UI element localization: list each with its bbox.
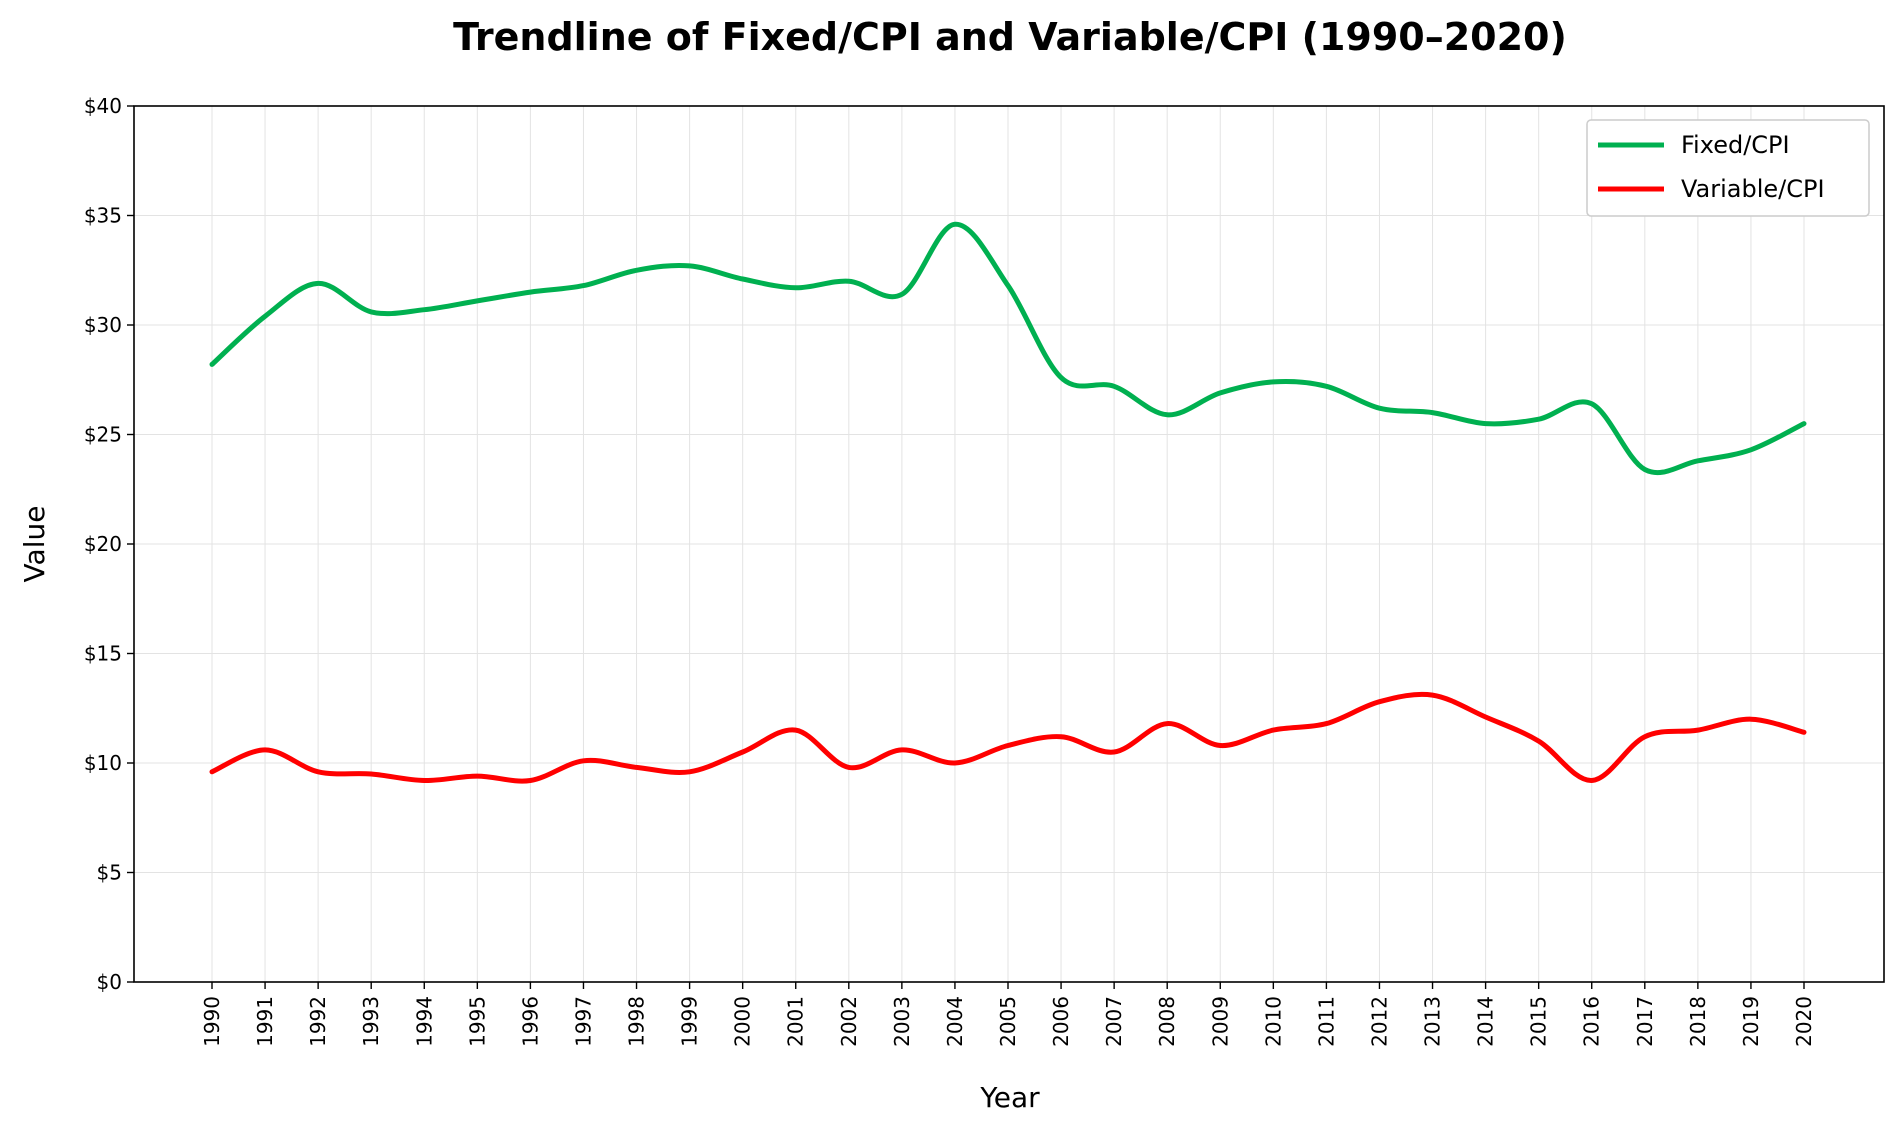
x-tick-label: 2009: [1208, 996, 1232, 1047]
x-tick-label: 2018: [1686, 996, 1710, 1047]
x-tick-label: 2010: [1261, 996, 1285, 1047]
y-tick-label: $0: [97, 970, 122, 994]
x-tick-label: 2006: [1049, 996, 1073, 1047]
x-tick-label: 2013: [1421, 996, 1445, 1047]
legend: Fixed/CPI Variable/CPI: [1586, 119, 1870, 217]
legend-label-variable-cpi: Variable/CPI: [1681, 175, 1825, 203]
series-line-variable-cpi: [209, 691, 1807, 784]
x-tick-label: 2014: [1474, 996, 1498, 1047]
x-tick-label: 2015: [1527, 996, 1551, 1047]
y-tick-label: $25: [84, 423, 122, 447]
chart-title: Trendline of Fixed/CPI and Variable/CPI …: [453, 15, 1567, 59]
x-tick-label: 2004: [943, 996, 967, 1047]
x-tick-label: 1994: [412, 996, 436, 1047]
series-line-fixed-cpi: [209, 221, 1807, 476]
y-tick-label: $5: [97, 861, 122, 885]
x-tick-label: 2007: [1102, 996, 1126, 1047]
y-tick-label: $15: [84, 642, 122, 666]
y-tick-label: $40: [84, 94, 122, 118]
x-tick-label: 1991: [253, 996, 277, 1047]
x-tick-label: 2003: [890, 996, 914, 1047]
y-tick-label: $30: [84, 313, 122, 337]
series-layer: [209, 221, 1807, 784]
x-tick-label: 1998: [625, 996, 649, 1047]
x-tick-label: 1997: [571, 996, 595, 1047]
legend-label-fixed-cpi: Fixed/CPI: [1681, 131, 1790, 159]
x-tick-label: 1992: [306, 996, 330, 1047]
x-tick-label: 2001: [784, 996, 808, 1047]
x-tick-label: 1995: [465, 996, 489, 1047]
y-tick-label: $35: [84, 204, 122, 228]
x-axis-label: Year: [979, 1081, 1040, 1114]
y-axis-label: Value: [18, 506, 51, 583]
x-tick-label: 2000: [731, 996, 755, 1047]
x-tick-label: 1999: [678, 996, 702, 1047]
x-tick-label: 2017: [1633, 996, 1657, 1047]
x-tick-label: 2016: [1580, 996, 1604, 1047]
x-tick-label: 2008: [1155, 996, 1179, 1047]
x-axis: 1990 1991 1992 1993 1994 1995 1996 1997 1998 1999…: [200, 982, 1816, 1047]
x-tick-label: 2011: [1314, 996, 1338, 1047]
x-tick-label: 1990: [200, 996, 224, 1047]
x-tick-label: 2005: [996, 996, 1020, 1047]
x-tick-label: 1996: [518, 996, 542, 1047]
x-tick-label: 2002: [837, 996, 861, 1047]
grid-lines: [134, 105, 1884, 983]
y-axis: $0 $5 $10 $15 $20 $25 $30 $35 $40: [84, 94, 134, 994]
x-tick-label: 2019: [1739, 996, 1763, 1047]
y-tick-label: $20: [84, 532, 122, 556]
x-tick-label: 2020: [1792, 996, 1816, 1047]
x-tick-label: 1993: [359, 996, 383, 1047]
x-tick-label: 2012: [1367, 996, 1391, 1047]
y-tick-label: $10: [84, 751, 122, 775]
